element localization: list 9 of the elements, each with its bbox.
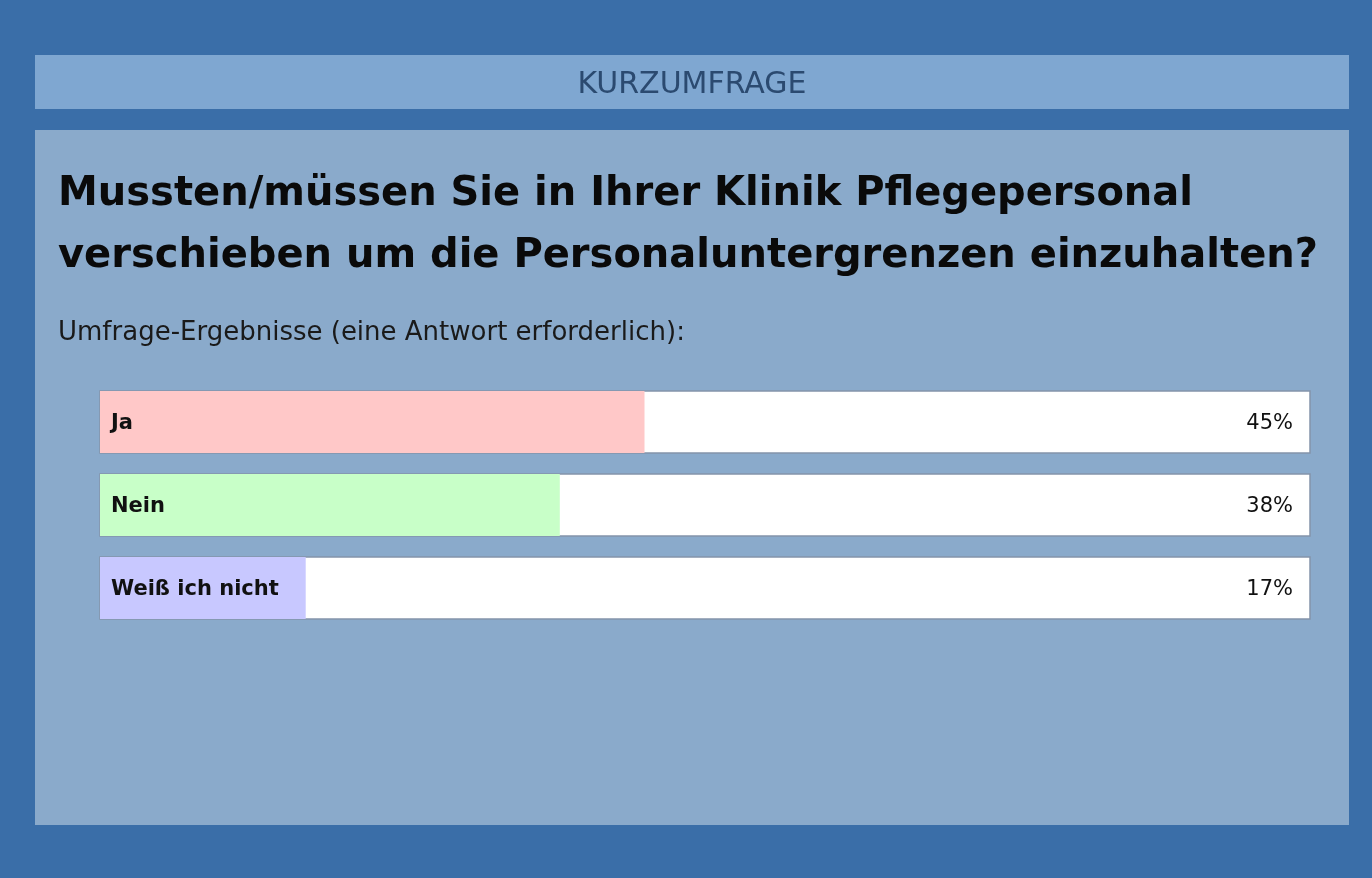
y-tick-label: Ja [109, 410, 133, 434]
y-tick-label: Weiß ich nicht [111, 576, 279, 600]
chart-subtitle: Umfrage-Ergebnisse (eine Antwort erforderlich): [58, 315, 685, 348]
data-label: 45% [1246, 410, 1293, 434]
y-tick-label: Nein [111, 493, 165, 517]
chart-title: Mussten/müssen Sie in Ihrer Klinik Pflegepersonal verschieben um die Personaluntergrenzen einzuhalten? [58, 167, 1319, 278]
text: KURZUMFRAGE [577, 64, 807, 100]
data-label: 17% [1246, 576, 1293, 600]
data-label: 38% [1246, 493, 1293, 517]
